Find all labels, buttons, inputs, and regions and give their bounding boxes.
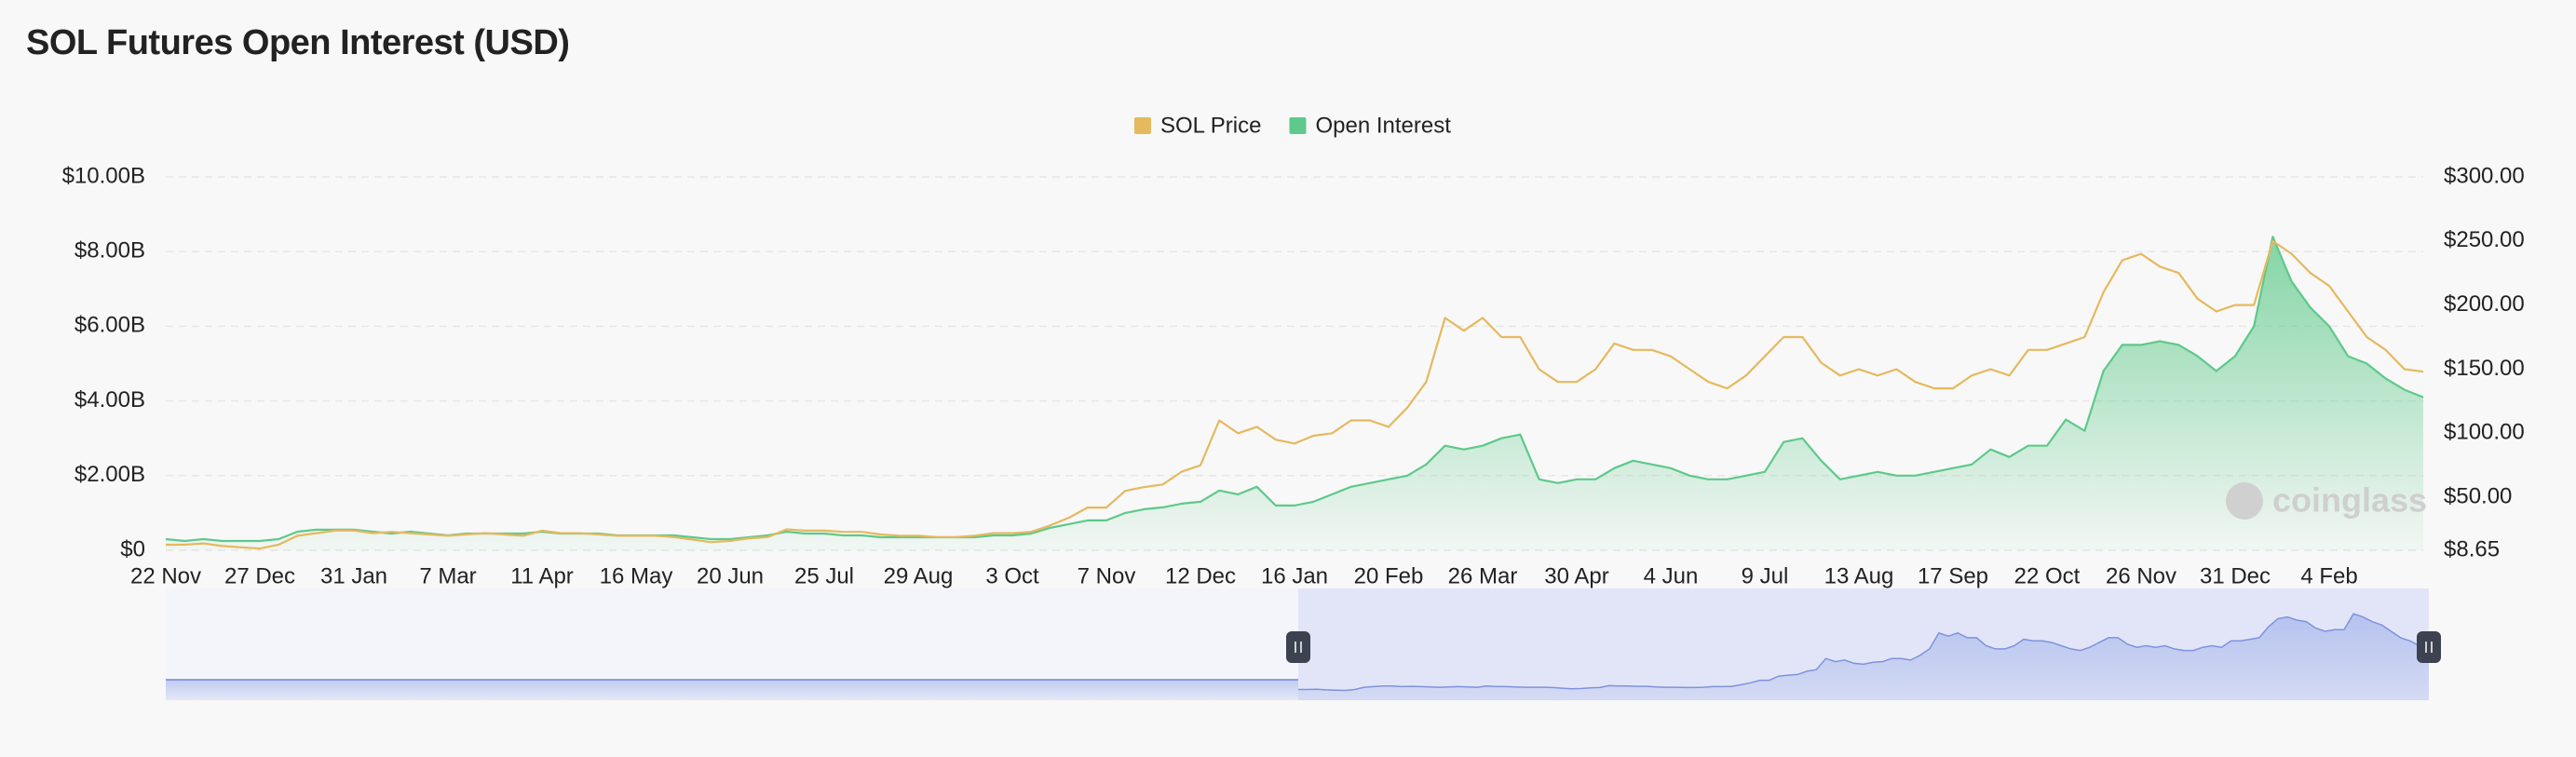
y2-tick-label: $8.65 [2444,536,2500,561]
legend-swatch [1289,117,1307,134]
legend-item[interactable]: Open Interest [1289,113,1451,138]
handle-body [2417,631,2441,663]
x-tick-label: 17 Sep [1918,563,1988,588]
navigator-handle[interactable] [1286,631,1310,663]
y-tick-label: $6.00B [75,313,145,338]
x-tick-label: 4 Feb [2300,563,2357,588]
area-fill [166,237,2423,550]
x-tick-label: 27 Dec [224,563,295,588]
y-tick-label: $0 [120,536,145,561]
x-tick-label: 20 Jun [697,563,764,588]
series-line [166,239,2424,550]
watermark: coinglass [2226,481,2427,520]
y2-tick-label: $100.00 [2444,420,2525,445]
x-tick-label: 22 Nov [130,563,201,588]
y2-tick-label: $200.00 [2444,291,2525,317]
navigator-area [1298,614,2429,700]
x-tick-label: 20 Feb [1354,563,1424,588]
y2-tick-label: $50.00 [2444,483,2512,508]
y2-tick-label: $250.00 [2444,227,2525,252]
x-tick-label: 22 Oct [2014,563,2081,588]
navigator-handle[interactable] [2417,631,2441,663]
navigator-base [166,680,1298,700]
y-tick-label: $2.00B [75,462,145,487]
x-tick-label: 9 Jul [1742,563,1789,588]
x-tick-label: 3 Oct [985,563,1039,588]
x-tick-label: 26 Nov [2106,563,2176,588]
y-tick-label: $8.00B [75,238,145,264]
x-tick-label: 7 Mar [419,563,476,588]
legend: SOL Price Open Interest [1134,113,1451,138]
legend-label: Open Interest [1315,113,1451,138]
legend-swatch [1134,117,1151,134]
chart-title: SOL Futures Open Interest (USD) [26,23,569,62]
watermark-icon [2226,482,2263,520]
legend-label: SOL Price [1160,113,1261,138]
x-tick-label: 25 Jul [794,563,854,588]
x-tick-label: 29 Aug [884,563,954,588]
x-tick-label: 4 Jun [1644,563,1699,588]
x-tick-label: 7 Nov [1078,563,1136,588]
x-tick-label: 11 Apr [510,563,574,588]
y2-tick-label: $150.00 [2444,356,2525,381]
x-tick-label: 16 Jan [1261,563,1328,588]
navigator-line [1298,613,2430,692]
y2-tick-label: $300.00 [2444,163,2525,188]
x-tick-label: 12 Dec [1165,563,1236,588]
x-tick-label: 31 Jan [320,563,387,588]
handle-body [1286,631,1310,663]
watermark-text: coinglass [2272,481,2427,520]
x-tick-label: 30 Apr [1544,563,1608,588]
x-tick-label: 13 Aug [1824,563,1894,588]
x-tick-label: 26 Mar [1448,563,1518,588]
x-tick-label: 16 May [600,563,673,588]
y-tick-label: $10.00B [62,163,145,188]
x-tick-label: 31 Dec [2200,563,2271,588]
y-tick-label: $4.00B [75,387,145,412]
legend-item[interactable]: SOL Price [1134,113,1261,138]
